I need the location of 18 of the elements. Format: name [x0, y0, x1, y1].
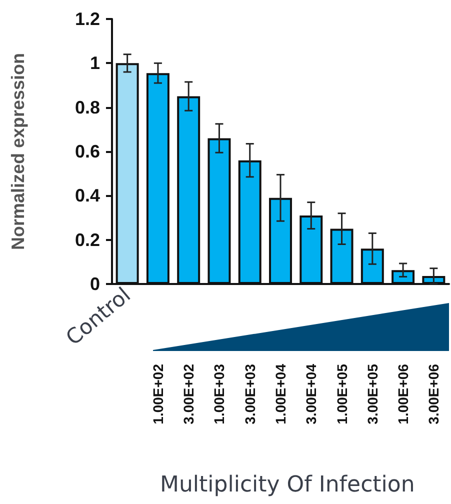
x-tick-label: 1.00E+05 — [334, 364, 350, 424]
y-tick-label: 1.2 — [74, 9, 100, 29]
x-tick-label: 1.00E+04 — [272, 364, 288, 424]
y-tick-label: 0.2 — [74, 230, 100, 250]
x-tick-label: 3.00E+05 — [364, 364, 380, 424]
y-tick-label: 1 — [90, 53, 100, 74]
x-tick-label: 3.00E+02 — [180, 364, 197, 424]
x-tick-label: 3.00E+06 — [426, 364, 442, 424]
x-tick-label: 1.00E+06 — [395, 364, 412, 424]
x-tick-label: 1.00E+02 — [150, 364, 166, 424]
y-tick-label: 0.4 — [74, 186, 100, 206]
x-tick-label: 3.00E+03 — [242, 364, 258, 424]
x-axis-title: Multiplicity Of Infection — [160, 472, 415, 498]
y-tick-label: 0.8 — [74, 97, 100, 118]
y-axis-title: Normalized expression — [8, 52, 28, 250]
y-tick-label: 0.6 — [74, 142, 100, 162]
x-tick-label: 1.00E+03 — [211, 364, 228, 424]
x-tick-label: 3.00E+04 — [303, 364, 320, 424]
